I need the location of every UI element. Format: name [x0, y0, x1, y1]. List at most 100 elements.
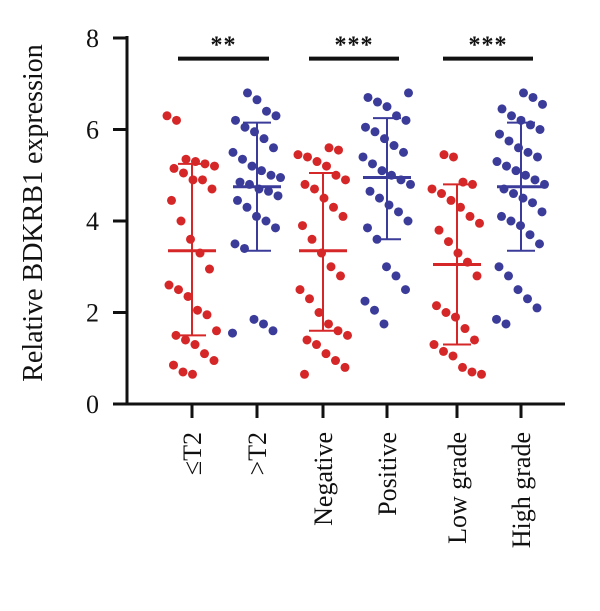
data-point [382, 102, 392, 112]
data-point [300, 179, 310, 189]
data-point [389, 141, 399, 151]
data-point [336, 271, 345, 281]
data-point [322, 161, 331, 171]
y-tick-label: 6 [86, 116, 99, 145]
data-point [343, 330, 352, 340]
data-point [513, 285, 523, 295]
data-point [202, 310, 212, 320]
y-tick-label: 8 [86, 24, 99, 53]
group-0 [162, 111, 221, 379]
data-point [439, 150, 449, 160]
data-point [429, 340, 439, 350]
data-point [360, 296, 370, 306]
data-point [361, 122, 370, 132]
data-point [193, 305, 202, 315]
data-point [518, 193, 528, 203]
x-axis: ≤T2 >T2 Negative Positive Low grade High grad… [127, 402, 565, 548]
data-point [437, 189, 446, 199]
data-point [391, 271, 401, 281]
data-point [167, 195, 176, 205]
data-point [492, 157, 502, 167]
data-point [384, 200, 394, 210]
data-point [276, 173, 285, 183]
data-point [535, 239, 544, 249]
data-point [460, 324, 470, 334]
data-point [511, 166, 521, 176]
data-point [365, 186, 375, 196]
x-category-label: Low grade [443, 432, 472, 544]
data-point [298, 221, 307, 231]
data-point [373, 97, 382, 107]
data-point [266, 170, 276, 180]
data-point [300, 369, 309, 379]
data-point [190, 340, 200, 350]
data-groups [162, 88, 549, 379]
data-point [264, 186, 273, 196]
data-point [303, 152, 312, 162]
data-point [243, 88, 252, 98]
data-point [200, 349, 209, 359]
data-point [312, 340, 321, 350]
data-point [207, 184, 217, 194]
data-point [439, 346, 448, 356]
data-point [179, 168, 188, 178]
data-point [370, 305, 379, 315]
data-point [305, 294, 314, 304]
data-point [401, 285, 410, 295]
data-point [257, 166, 266, 176]
data-point [249, 314, 259, 324]
data-point [495, 129, 504, 139]
data-point [504, 136, 514, 146]
y-tick-label: 2 [86, 299, 99, 328]
data-point [492, 314, 501, 324]
data-point [519, 88, 528, 98]
data-point [501, 319, 511, 329]
data-point [252, 95, 262, 105]
data-point [434, 225, 444, 235]
data-point [233, 195, 242, 205]
data-point [494, 262, 504, 272]
data-point [324, 319, 333, 329]
significance-brackets: ** *** *** [178, 33, 533, 61]
data-point [238, 154, 247, 164]
data-point [468, 179, 477, 189]
data-point [472, 271, 482, 281]
data-point [314, 308, 324, 317]
data-point [228, 328, 237, 338]
data-point [293, 150, 303, 160]
data-point [506, 216, 516, 226]
data-point [186, 234, 195, 244]
data-point [198, 175, 207, 185]
data-point [228, 147, 238, 157]
data-point [530, 175, 540, 185]
data-point [341, 175, 350, 185]
data-point [172, 115, 181, 125]
data-point [302, 335, 312, 345]
data-point [403, 216, 413, 226]
data-point [178, 367, 188, 377]
data-point [370, 127, 380, 137]
x-category-label: Positive [373, 432, 402, 516]
data-point [475, 218, 484, 228]
data-point [537, 207, 547, 217]
data-point [377, 166, 387, 176]
data-point [502, 161, 511, 171]
data-point [467, 367, 477, 377]
data-point [307, 234, 317, 244]
data-point [427, 184, 437, 194]
x-category-label: Negative [309, 432, 338, 526]
data-point [171, 330, 181, 340]
data-point [273, 191, 283, 201]
data-point [451, 312, 460, 322]
data-point [205, 264, 214, 274]
data-point [262, 106, 271, 116]
data-point [231, 115, 240, 125]
data-point [404, 88, 413, 98]
data-point [310, 184, 319, 194]
data-point [532, 303, 542, 313]
group-2 [293, 143, 352, 379]
data-point [406, 179, 415, 189]
data-point [441, 308, 451, 317]
data-point [326, 262, 336, 272]
data-point [235, 177, 245, 187]
